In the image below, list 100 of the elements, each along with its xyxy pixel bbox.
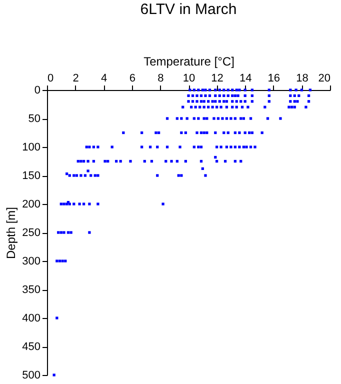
point — [196, 100, 198, 103]
x-tick-label: 12 — [211, 72, 224, 84]
point — [254, 146, 256, 148]
point — [90, 174, 92, 177]
point — [154, 131, 158, 134]
x-tick-label: 16 — [268, 72, 280, 84]
point — [211, 100, 214, 103]
point — [212, 117, 216, 120]
point — [215, 146, 218, 148]
point — [250, 88, 254, 92]
point — [196, 131, 198, 134]
point — [197, 146, 200, 148]
x-tick-label: 10 — [182, 72, 196, 84]
point — [202, 117, 206, 120]
point — [225, 146, 228, 148]
point — [240, 117, 242, 120]
point — [236, 94, 240, 98]
point — [197, 88, 200, 92]
point — [192, 146, 196, 148]
point — [92, 146, 96, 148]
point — [85, 146, 88, 148]
point — [308, 88, 312, 92]
y-tick-label: 250 — [22, 227, 40, 239]
point — [56, 316, 58, 320]
y-tick-label: 200 — [22, 198, 40, 210]
x-tick-label: 8 — [158, 72, 164, 84]
point — [242, 117, 246, 120]
point — [88, 146, 91, 148]
point — [300, 88, 304, 92]
point — [80, 174, 82, 177]
point — [201, 88, 204, 92]
point — [242, 146, 246, 148]
point — [208, 88, 212, 92]
point — [196, 94, 198, 98]
point — [60, 231, 62, 234]
point — [156, 146, 159, 148]
x-axis-title: Temperature [°C] — [144, 54, 234, 68]
point — [249, 117, 252, 120]
point — [58, 260, 62, 262]
chart-title: 6LTV in March — [140, 1, 237, 18]
point — [296, 100, 299, 103]
point — [238, 88, 241, 92]
point — [82, 202, 86, 206]
point — [96, 146, 100, 148]
point — [202, 100, 206, 103]
point — [230, 117, 232, 120]
point — [186, 117, 188, 120]
point — [222, 88, 226, 92]
point — [225, 117, 228, 120]
y-tick-label: 500 — [22, 370, 40, 382]
point — [61, 260, 64, 262]
point — [211, 106, 214, 108]
point — [289, 88, 292, 92]
y-tick-label: 50 — [28, 113, 40, 125]
point — [78, 202, 81, 206]
y-tick-label: 400 — [22, 312, 40, 324]
y-tick-label: 150 — [22, 170, 40, 182]
point — [192, 117, 196, 120]
y-tick-label: 450 — [22, 341, 40, 353]
y-tick-label: 350 — [22, 284, 40, 296]
point — [204, 94, 207, 98]
point — [249, 146, 252, 148]
point — [187, 100, 190, 103]
point — [110, 146, 114, 148]
point — [166, 146, 169, 148]
y-tick-label: 0 — [34, 84, 40, 96]
point — [234, 146, 237, 148]
point — [294, 88, 298, 92]
point — [187, 94, 190, 98]
point — [304, 106, 308, 108]
point — [220, 106, 222, 108]
point — [279, 117, 282, 120]
point — [231, 88, 234, 92]
x-tick-label: 2 — [72, 72, 79, 84]
point — [86, 170, 90, 172]
y-tick-label: 100 — [22, 142, 40, 154]
point — [80, 160, 82, 163]
point — [244, 88, 246, 92]
point — [96, 174, 100, 177]
point — [96, 202, 100, 206]
point — [148, 146, 152, 148]
point — [202, 131, 206, 134]
y-tick-label: 300 — [22, 256, 40, 268]
point — [180, 117, 183, 120]
point — [192, 88, 196, 92]
point — [188, 88, 192, 92]
point — [86, 160, 90, 163]
point — [170, 160, 173, 163]
point — [72, 174, 76, 177]
x-tick-label: 6 — [129, 72, 136, 84]
point — [62, 231, 66, 234]
x-tick-label: 0 — [48, 72, 54, 84]
y-axis-title: Depth [m] — [4, 206, 18, 260]
point — [200, 146, 203, 148]
point — [246, 106, 250, 108]
point — [68, 174, 71, 177]
point — [206, 117, 208, 120]
point — [52, 374, 56, 376]
point — [166, 117, 169, 120]
point — [64, 260, 67, 262]
